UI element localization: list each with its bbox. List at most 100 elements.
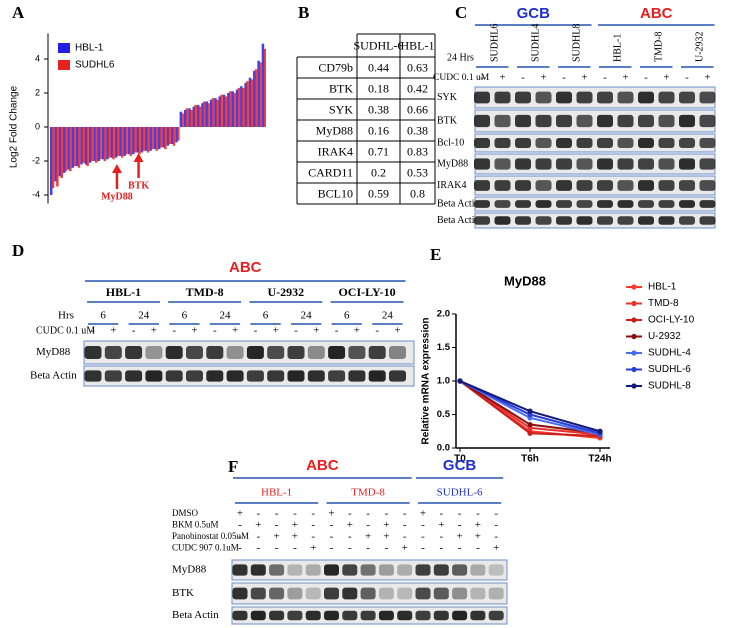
band	[250, 587, 266, 600]
row-label: BTK	[172, 587, 194, 599]
sign: +	[191, 325, 197, 337]
band	[699, 91, 716, 104]
sign: -	[366, 542, 370, 554]
bar	[159, 127, 163, 148]
band	[145, 346, 163, 359]
band	[617, 158, 634, 170]
row-label: BCL10	[318, 186, 353, 200]
bar	[123, 127, 126, 156]
cell-line-label: OCI-LY-10	[338, 285, 395, 299]
row-label: CD79b	[318, 60, 353, 74]
bar	[114, 127, 118, 158]
bar	[97, 127, 101, 161]
band	[378, 564, 394, 576]
row-label: MyD88	[36, 346, 71, 358]
time-label: 24 Hrs	[447, 52, 474, 63]
bar	[209, 99, 213, 127]
cell-line-label: TMD-8	[654, 31, 665, 62]
sign: +	[394, 325, 400, 337]
band	[638, 180, 654, 191]
table-cell: 0.38	[407, 123, 428, 137]
sign: -	[238, 542, 242, 554]
sign: +	[493, 542, 499, 554]
sign: -	[644, 72, 648, 84]
band	[679, 158, 695, 170]
bar	[211, 98, 215, 127]
sign: +	[292, 519, 298, 531]
bar	[99, 127, 102, 160]
band	[342, 610, 358, 621]
bar	[250, 79, 254, 127]
sign: +	[540, 72, 546, 84]
sign: -	[238, 531, 242, 543]
legend-swatch	[58, 43, 70, 53]
sign: +	[237, 508, 243, 520]
band	[658, 114, 675, 128]
band	[658, 158, 675, 170]
bar	[244, 82, 247, 127]
band	[576, 91, 593, 104]
sign: -	[403, 519, 407, 531]
row-label: IRAK4	[318, 144, 353, 158]
bar	[168, 127, 171, 144]
sign: +	[273, 531, 279, 543]
bar	[127, 127, 131, 155]
bar	[140, 127, 144, 153]
sign: +	[110, 325, 116, 337]
bar	[164, 127, 167, 150]
sign: -	[494, 508, 498, 520]
legend-label: U-2932	[648, 331, 681, 342]
band	[515, 200, 531, 208]
band	[494, 180, 511, 191]
band	[638, 216, 654, 225]
sign: -	[254, 325, 258, 337]
legend-marker	[631, 383, 637, 389]
sign: -	[256, 508, 260, 520]
sign: -	[256, 542, 260, 554]
sign: -	[458, 542, 462, 554]
band	[348, 370, 366, 382]
bar	[56, 127, 59, 187]
sign: -	[366, 508, 370, 520]
sign: -	[439, 542, 443, 554]
legend-label: SUDHL-4	[648, 348, 691, 359]
band	[535, 200, 552, 208]
bar	[120, 127, 124, 158]
band	[287, 587, 303, 600]
band	[638, 91, 654, 104]
band	[535, 158, 552, 170]
band	[305, 564, 321, 576]
legend-marker	[631, 317, 637, 323]
bar	[145, 127, 148, 151]
bar	[129, 127, 133, 156]
cell-line-label: TMD-8	[186, 285, 224, 299]
band	[474, 137, 490, 149]
bar	[183, 110, 187, 127]
band	[494, 114, 511, 128]
band	[232, 587, 248, 600]
band	[368, 370, 386, 382]
band	[226, 370, 244, 382]
band	[576, 137, 593, 149]
band	[699, 158, 716, 170]
annotation: MyD88	[101, 191, 133, 202]
bar	[205, 101, 209, 127]
table-cell: 0.63	[407, 60, 428, 74]
bar	[198, 106, 202, 127]
band	[494, 216, 511, 225]
band	[597, 91, 613, 104]
row-label: CARD11	[308, 165, 353, 179]
sign: +	[328, 508, 334, 520]
band	[699, 200, 716, 208]
sign: +	[347, 519, 353, 531]
band	[389, 370, 406, 382]
bar	[175, 127, 178, 143]
band	[269, 564, 285, 576]
sign: -	[476, 542, 480, 554]
bar	[241, 87, 245, 127]
cell-line-label: U-2932	[268, 285, 305, 299]
row-label: Beta Actin	[172, 609, 219, 621]
sign: +	[438, 519, 444, 531]
sign: +	[365, 531, 371, 543]
